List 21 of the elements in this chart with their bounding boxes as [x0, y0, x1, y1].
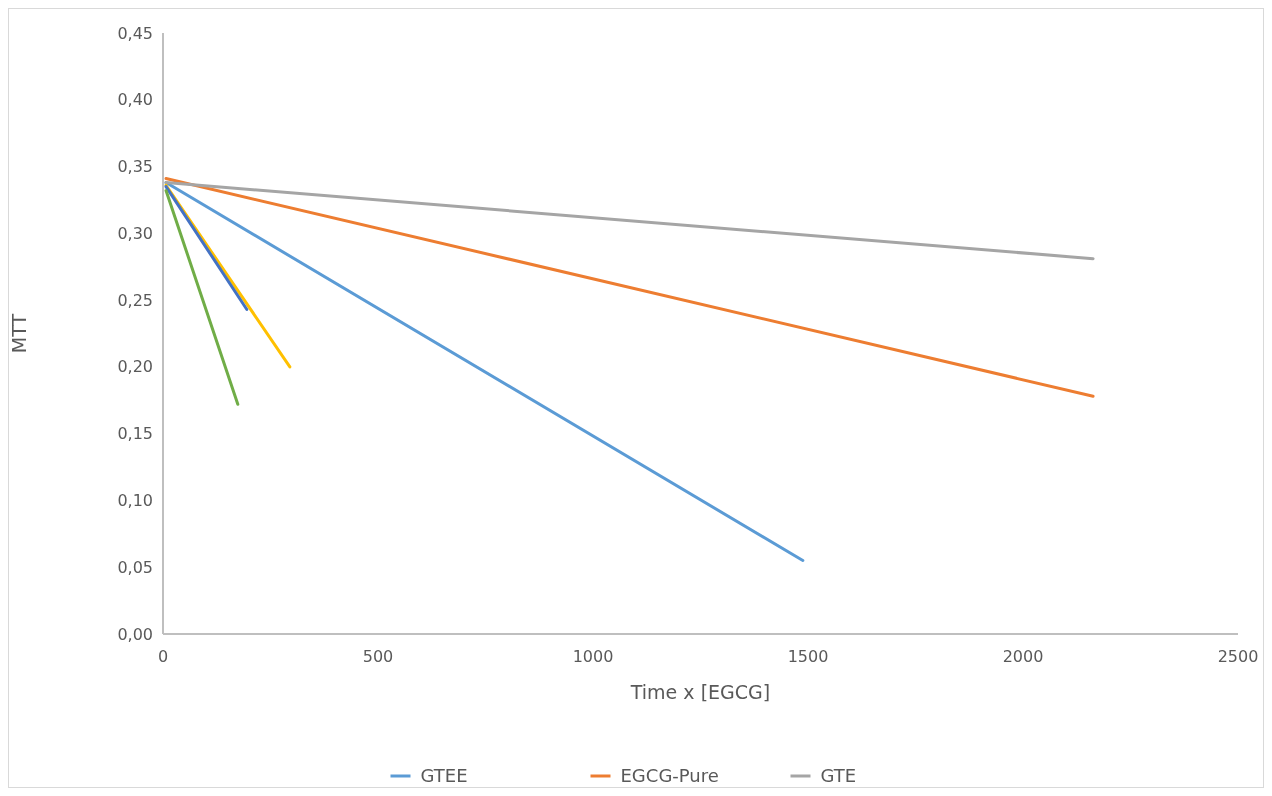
y-tick-label: 0,40: [117, 90, 153, 110]
y-axis-title: MTT: [8, 313, 30, 354]
y-tick-label: 0,25: [117, 290, 153, 310]
y-tick-label: 0,00: [117, 624, 153, 644]
x-tick-label: 1000: [572, 647, 614, 666]
y-tick-label: 0,20: [117, 357, 153, 377]
y-tick-label: 0,30: [117, 223, 153, 243]
legend-label: GTE: [820, 765, 857, 786]
x-tick-label: 0: [157, 647, 169, 666]
x-tick-label: 500: [362, 647, 394, 666]
x-tick-label: 1500: [787, 647, 829, 666]
y-tick-label: 0,45: [117, 23, 153, 43]
y-tick-label: 0,15: [117, 424, 153, 444]
legend-label: EGCG-Pure: [620, 765, 719, 786]
legend-label: GTEE: [420, 765, 468, 786]
x-tick-label: 2000: [1002, 647, 1044, 666]
y-tick-label: 0,10: [117, 491, 153, 511]
x-axis-title: Time x [EGCG]: [629, 681, 771, 703]
x-tick-label: 2500: [1217, 647, 1259, 666]
y-tick-label: 0,35: [117, 157, 153, 177]
y-tick-label: 0,05: [117, 557, 153, 577]
